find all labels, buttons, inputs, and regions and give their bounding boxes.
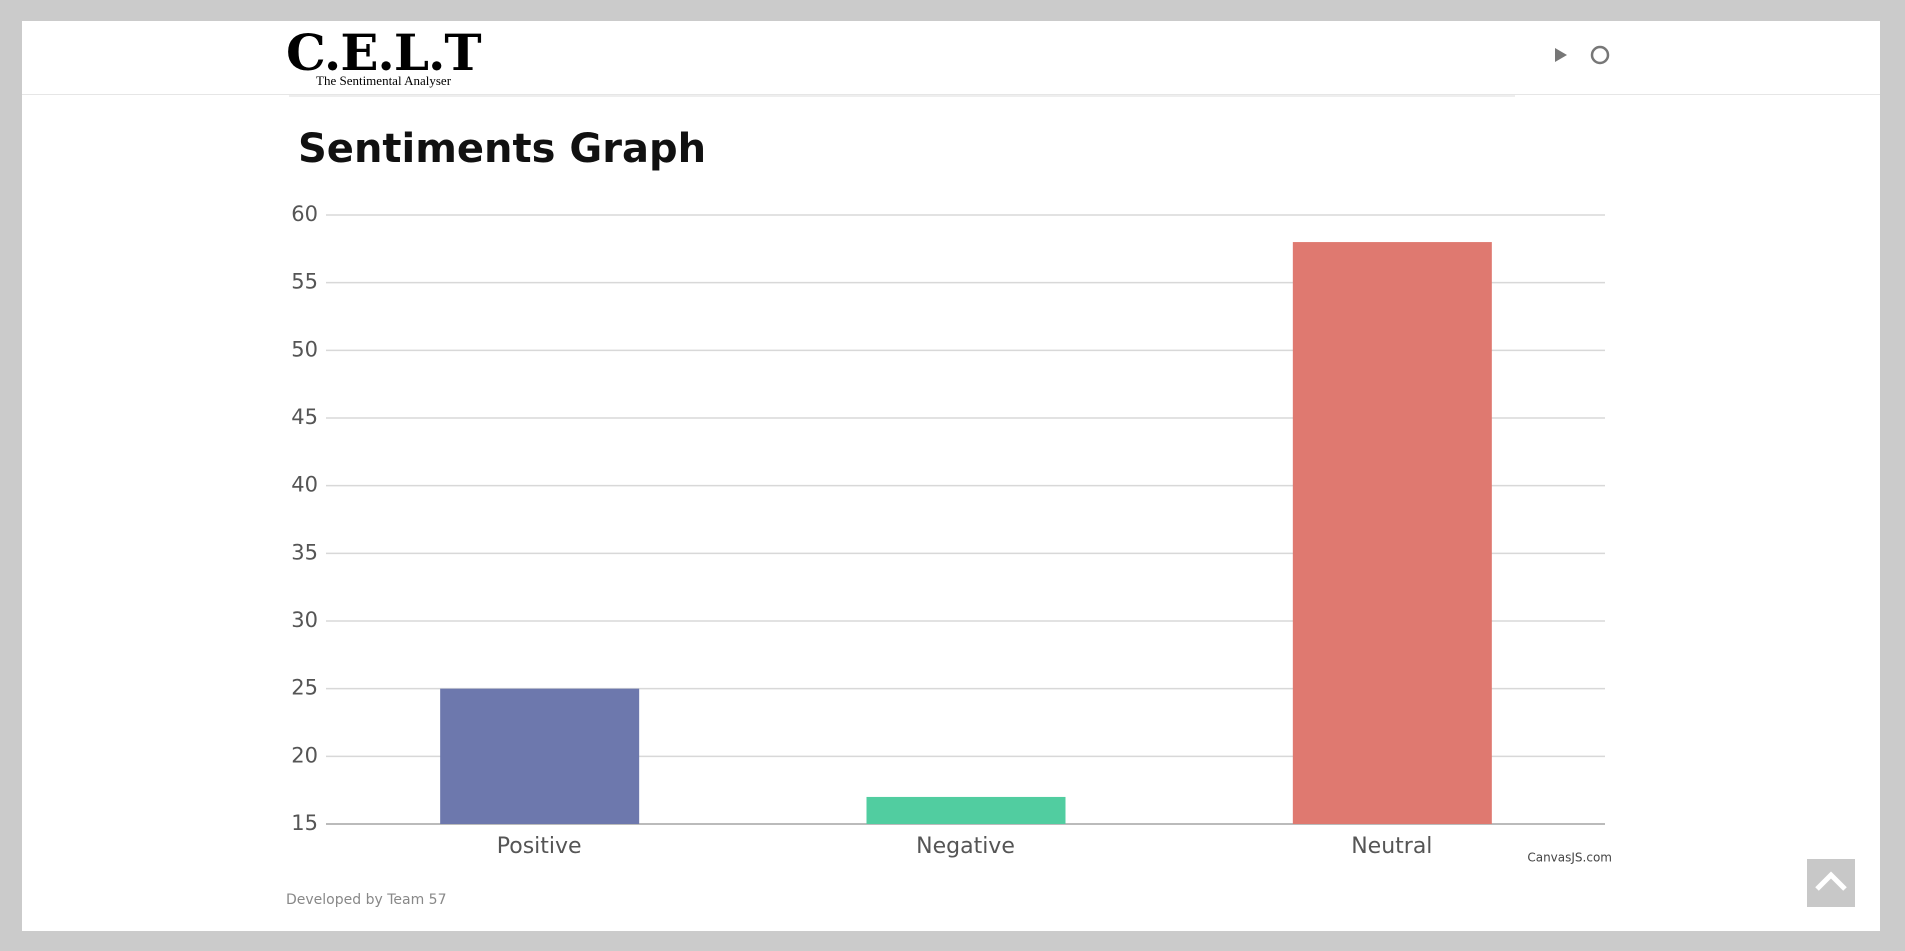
page: C.E.L.T The Sentimental Analyser Develop…	[22, 21, 1880, 931]
chart-title: Sentiments Graph	[298, 126, 706, 172]
scroll-top-button[interactable]	[1807, 859, 1855, 907]
bar	[1292, 242, 1492, 825]
x-tick-label: Negative	[916, 834, 1015, 859]
play-icon[interactable]	[1555, 48, 1567, 62]
y-tick-label: 60	[291, 202, 318, 226]
header-divider	[22, 94, 1880, 95]
header-icons	[1555, 45, 1610, 65]
chart-credit[interactable]: CanvasJS.com	[1527, 851, 1612, 865]
bar	[866, 796, 1066, 824]
y-tick-label: 30	[291, 608, 318, 632]
y-tick-label: 15	[291, 811, 318, 835]
y-tick-label: 35	[291, 540, 318, 564]
y-tick-label: 40	[291, 473, 318, 497]
bar	[440, 688, 640, 824]
y-tick-label: 50	[291, 337, 318, 361]
y-tick-label: 45	[291, 405, 318, 429]
logo[interactable]: C.E.L.T	[286, 23, 482, 82]
y-tick-label: 20	[291, 743, 318, 767]
x-tick-label: Neutral	[1351, 834, 1432, 859]
footer-text: Developed by Team 57	[286, 892, 447, 908]
github-icon[interactable]	[1590, 45, 1610, 65]
y-tick-label: 25	[291, 676, 318, 700]
y-tick-label: 55	[291, 270, 318, 294]
tagline: The Sentimental Analyser	[316, 73, 452, 88]
x-tick-label: Positive	[497, 834, 582, 859]
